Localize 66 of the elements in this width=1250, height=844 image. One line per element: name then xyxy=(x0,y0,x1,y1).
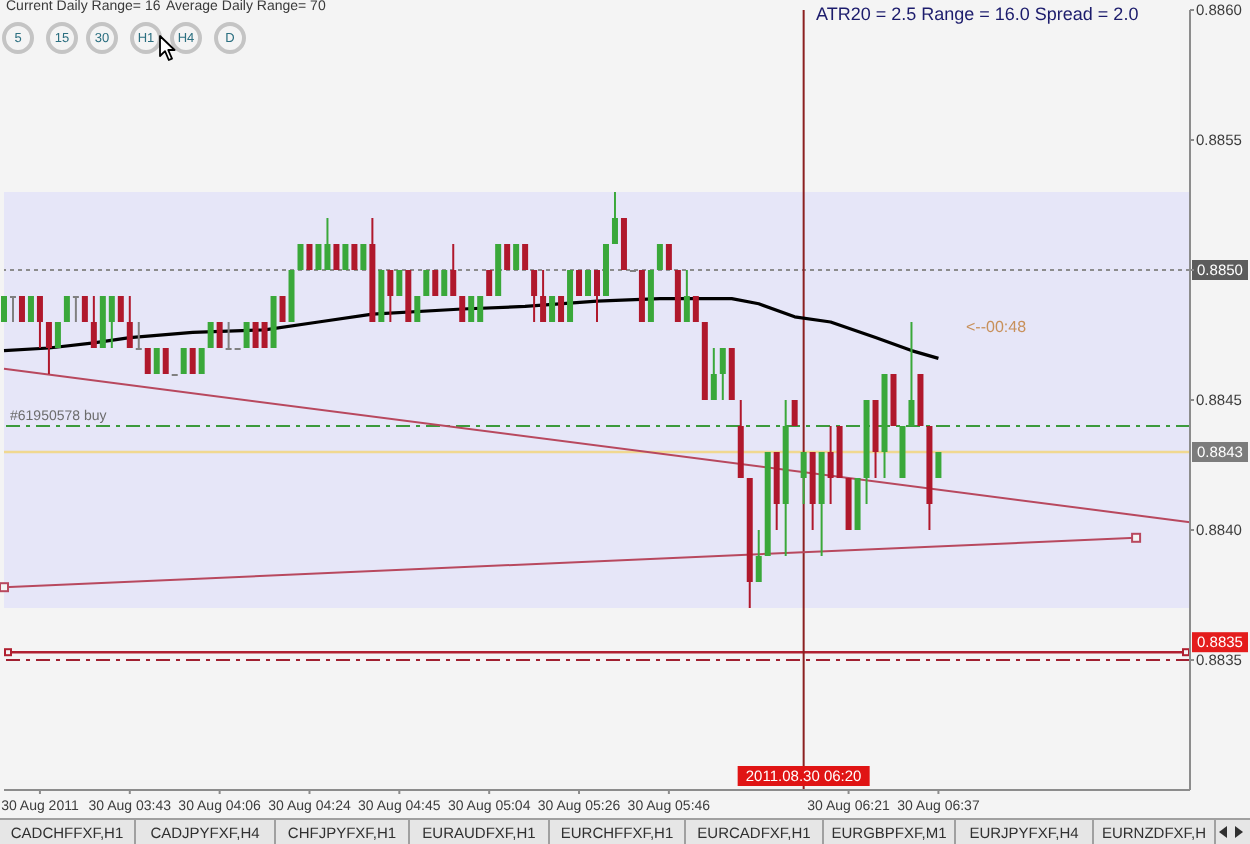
candlestick xyxy=(719,347,726,401)
candlestick xyxy=(459,296,466,322)
candlestick xyxy=(683,269,690,323)
candlestick xyxy=(791,400,798,426)
candlestick xyxy=(522,244,529,270)
candlestick xyxy=(692,296,699,322)
candlestick xyxy=(126,295,133,349)
candlestick xyxy=(333,244,340,270)
candlestick xyxy=(306,244,313,270)
candlestick xyxy=(27,296,34,322)
candlestick xyxy=(513,244,520,270)
candlestick xyxy=(432,270,439,296)
candlestick xyxy=(710,347,717,401)
candlestick xyxy=(755,529,762,583)
candlestick xyxy=(486,270,493,296)
candlestick xyxy=(117,296,124,322)
candlestick xyxy=(261,322,268,348)
candlestick xyxy=(656,244,663,270)
candlestick xyxy=(144,348,151,374)
candlestick xyxy=(908,321,915,427)
candlestick xyxy=(72,295,79,323)
candlestick xyxy=(665,244,672,270)
candlestick xyxy=(540,269,547,323)
candlestick xyxy=(54,322,61,348)
candlestick xyxy=(576,270,583,296)
candlestick xyxy=(81,296,88,322)
candlestick xyxy=(63,296,70,322)
candlestick xyxy=(800,451,807,505)
candlestick xyxy=(387,269,394,323)
candlestick xyxy=(441,270,448,296)
candlestick xyxy=(342,244,349,270)
candlestick xyxy=(504,244,511,270)
candlestick xyxy=(216,322,223,348)
candlestick xyxy=(594,269,600,323)
candlestick xyxy=(243,322,250,348)
candlestick xyxy=(153,348,160,374)
candlestick xyxy=(297,244,304,270)
candlestick xyxy=(935,452,942,478)
candlestick xyxy=(414,296,421,322)
candlestick xyxy=(207,322,214,348)
candlestick xyxy=(423,270,430,296)
candlestick xyxy=(611,191,618,245)
candlestick xyxy=(9,295,16,323)
candlestick xyxy=(468,296,475,322)
annotation: <--00:48 xyxy=(966,318,1027,338)
candlestick xyxy=(531,269,538,323)
candlestick xyxy=(90,295,97,349)
candlestick xyxy=(45,321,52,375)
candlestick xyxy=(360,244,367,270)
candlestick xyxy=(450,243,457,297)
candlestick xyxy=(396,270,403,296)
candlestick xyxy=(351,244,358,270)
candlestick xyxy=(189,348,196,374)
candlestick xyxy=(135,321,142,350)
candlestick xyxy=(108,295,115,349)
line-series xyxy=(2,297,941,360)
candlestick xyxy=(315,244,322,270)
candlestick xyxy=(180,348,187,374)
candlestick xyxy=(162,348,169,374)
candlestick xyxy=(279,296,286,322)
candlestick xyxy=(18,296,25,322)
candlestick xyxy=(198,348,205,374)
candlestick xyxy=(549,296,556,322)
annotation: ATR20 = 2.5 Range = 16.0 Spread = 2.0 xyxy=(816,4,1139,26)
candlestick xyxy=(36,295,43,349)
candlestick xyxy=(558,296,565,322)
